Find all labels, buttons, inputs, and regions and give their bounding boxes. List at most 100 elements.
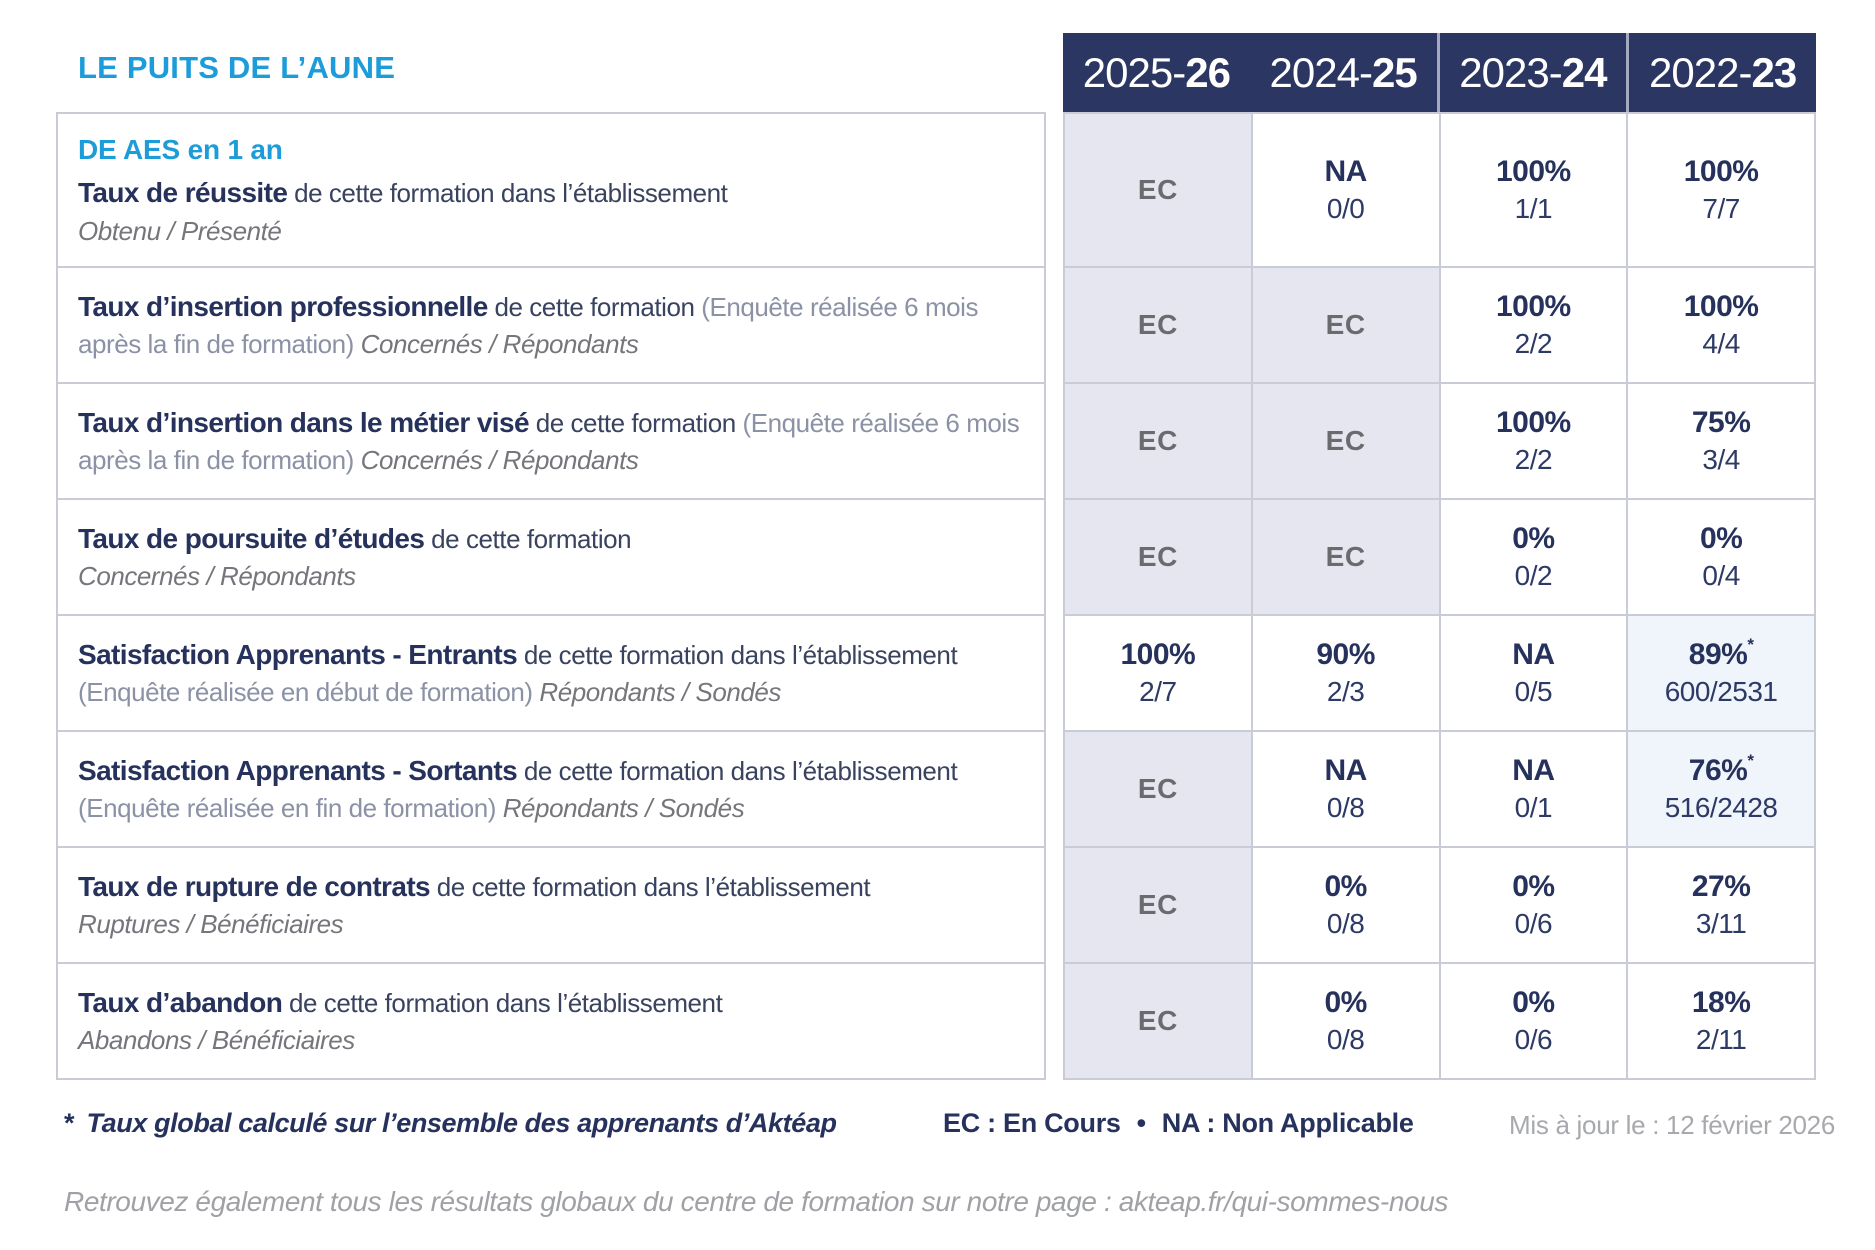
value-main: EC* <box>1137 425 1178 456</box>
year-column-header: 2023- 24 <box>1436 33 1627 112</box>
label-segment: Abandons / Bénéficiaires <box>78 1025 355 1056</box>
label-segment: Satisfaction Apprenants - Entrants <box>78 638 518 670</box>
value-cell: NA* 0/1 <box>1440 732 1627 846</box>
label-segment: de cette formation dans l’établissement <box>430 871 871 902</box>
year-prefix: 2024- <box>1269 48 1373 96</box>
metric-label-taux-abandon: Taux d’abandon de cette formation dans l… <box>58 964 1044 1078</box>
value-main: 100%* <box>1120 638 1196 671</box>
label-segment: Concernés / Répondants <box>360 445 639 476</box>
abbreviation-legend: EC : En Cours • NA : Non Applicable <box>943 1108 1414 1139</box>
value-main: 100%* <box>1683 155 1759 188</box>
metric-label-taux-insertion-metier-vise: Taux d’insertion dans le métier visé de … <box>58 384 1044 498</box>
value-cell: 76%* 516/2428 <box>1628 732 1814 846</box>
metrics-label-column: DE AES en 1 an Taux de réussite de cette … <box>56 112 1046 1080</box>
value-cell: 100%* 2/2 <box>1440 268 1627 382</box>
metric-label-text: Taux de poursuite d’études de cette form… <box>78 519 1030 596</box>
value-cell: EC* <box>1065 732 1251 846</box>
label-segment: Taux d’abandon <box>78 986 283 1018</box>
value-sub: 2/2 <box>1514 444 1553 475</box>
value-cell: 100%* 1/1 <box>1440 114 1627 266</box>
value-main: 100%* <box>1496 406 1571 439</box>
value-cell: 0%* 0/6 <box>1440 964 1627 1078</box>
label-segment: (Enquête réalisée 6 mois après la fin de… <box>78 407 1020 476</box>
value-cell: 100%* 2/2 <box>1440 384 1627 498</box>
label-segment: Taux d’insertion dans le métier visé <box>78 406 530 438</box>
value-cell: EC* <box>1065 964 1251 1078</box>
label-segment: Taux d’insertion professionnelle <box>78 290 488 322</box>
metric-label-text: Satisfaction Apprenants - Sortants de ce… <box>78 751 1030 828</box>
value-main: NA* <box>1512 638 1555 671</box>
value-cell: EC* <box>1065 268 1251 382</box>
metric-label-satisfaction-apprenants-entrants: Satisfaction Apprenants - Entrants de ce… <box>58 616 1044 730</box>
label-segment: Taux de réussite <box>78 177 288 209</box>
value-main: EC* <box>1137 773 1178 804</box>
value-sub: 0/0 <box>1326 193 1365 224</box>
label-segment: de cette formation <box>487 291 702 322</box>
value-cell: EC* <box>1252 384 1439 498</box>
label-segment: de cette formation <box>424 523 632 554</box>
year-bold: 25 <box>1371 48 1418 96</box>
metric-label-text: Taux de réussite de cette formation dans… <box>78 173 1030 250</box>
label-segment: Taux de poursuite d’études <box>78 522 425 554</box>
legend-na: NA : Non Applicable <box>1161 1108 1414 1138</box>
value-cell: EC* <box>1065 500 1251 614</box>
value-main: NA* <box>1324 754 1367 787</box>
value-sub: 0/6 <box>1514 1024 1553 1055</box>
value-cell: 0%* 0/8 <box>1252 848 1439 962</box>
value-cell: NA* 0/0 <box>1252 114 1439 266</box>
value-sub: 2/7 <box>1139 676 1177 707</box>
value-main: 0%* <box>1512 870 1555 903</box>
value-cell: EC* <box>1065 384 1251 498</box>
metric-label-text: Taux d’insertion professionnelle de cett… <box>78 287 1030 364</box>
value-cell: NA* 0/8 <box>1252 732 1439 846</box>
program-title: DE AES en 1 an <box>78 134 283 166</box>
value-cell: 18%* 2/11 <box>1628 964 1814 1078</box>
value-main: EC* <box>1137 1005 1178 1036</box>
year-prefix: 2022- <box>1649 48 1752 96</box>
value-cell: 0%* 0/8 <box>1252 964 1439 1078</box>
metric-label-text: Taux d’abandon de cette formation dans l… <box>78 983 1030 1060</box>
label-segment: Obtenu / Présenté <box>78 215 282 246</box>
year-bold: 23 <box>1751 48 1797 96</box>
value-main: 100%* <box>1683 290 1759 323</box>
label-segment: de cette formation dans l’établissement <box>287 178 728 209</box>
legend-ec: EC : En Cours <box>943 1108 1121 1138</box>
value-main: NA* <box>1512 754 1555 787</box>
footnote-text: Taux global calculé sur l’ensemble des a… <box>86 1108 837 1138</box>
value-main: EC* <box>1137 174 1178 205</box>
metric-label-text: Taux d’insertion dans le métier visé de … <box>78 403 1030 480</box>
global-results-note: Retrouvez également tous les résultats g… <box>64 1186 1448 1217</box>
metric-label-taux-poursuite-etudes: Taux de poursuite d’études de cette form… <box>58 500 1044 614</box>
value-main: EC* <box>1137 309 1178 340</box>
metric-label-taux-de-reussite: DE AES en 1 an Taux de réussite de cette … <box>58 114 1044 266</box>
year-bold: 26 <box>1185 48 1231 96</box>
value-cell: 90%* 2/3 <box>1252 616 1439 730</box>
value-main: 27%* <box>1691 870 1751 903</box>
value-cell: 100%* 2/7 <box>1065 616 1251 730</box>
value-sub: 1/1 <box>1514 193 1553 224</box>
label-segment: Répondants / Sondés <box>539 677 781 708</box>
value-sub: 3/4 <box>1702 444 1740 475</box>
label-segment: de cette formation dans l’établissement <box>282 987 723 1018</box>
value-cell: 89%* 600/2531 <box>1628 616 1814 730</box>
label-segment: Concernés / Répondants <box>78 561 356 592</box>
label-segment: de cette formation dans l’établissement <box>517 755 958 786</box>
label-segment: Satisfaction Apprenants - Sortants <box>78 754 518 786</box>
value-sub: 2/2 <box>1514 328 1553 359</box>
value-sub: 600/2531 <box>1664 676 1778 707</box>
value-sub: 4/4 <box>1702 328 1740 359</box>
value-main: 18%* <box>1691 986 1751 1019</box>
label-segment: Taux de rupture de contrats <box>78 870 431 902</box>
value-cell: 75%* 3/4 <box>1628 384 1814 498</box>
value-main: 75%* <box>1691 406 1751 439</box>
metric-label-satisfaction-apprenants-sortants: Satisfaction Apprenants - Sortants de ce… <box>58 732 1044 846</box>
value-main: EC* <box>1325 425 1366 456</box>
value-cell: 27%* 3/11 <box>1628 848 1814 962</box>
year-prefix: 2025- <box>1082 48 1186 96</box>
label-segment: de cette formation dans l’établissement <box>517 639 958 670</box>
value-main: 100%* <box>1496 290 1571 323</box>
metric-label-text: Satisfaction Apprenants - Entrants de ce… <box>78 635 1030 712</box>
values-grid: EC* NA* 0/0 100%* 1/1 100%* 7/7 EC* EC* … <box>1063 112 1816 1080</box>
year-column-header: 2025- 26 <box>1063 33 1250 112</box>
metric-label-text: Taux de rupture de contrats de cette for… <box>78 867 1030 944</box>
